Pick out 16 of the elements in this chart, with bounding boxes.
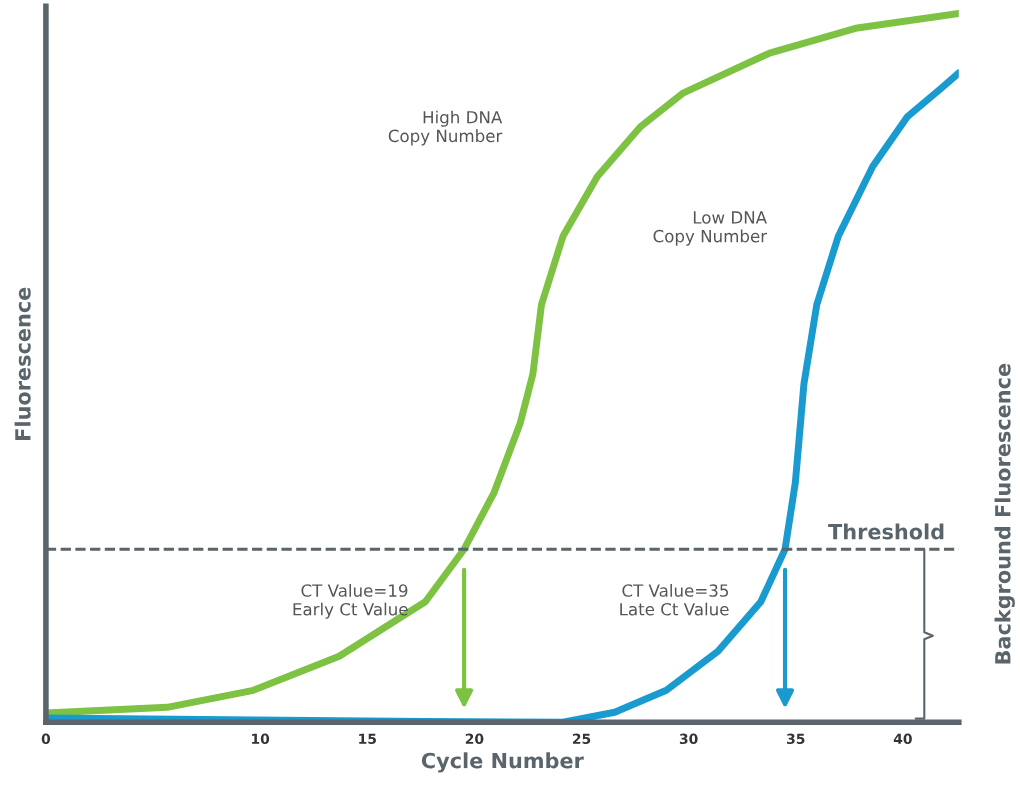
- annotation: CT Value=19 Early Ct Value: [293, 583, 408, 619]
- text: Background Fluorescence: [994, 363, 1015, 664]
- annotation: Low DNA Copy Number: [653, 211, 768, 246]
- x-tick-label: 10: [252, 733, 270, 745]
- x-tick-label: 40: [893, 733, 912, 745]
- annotation: High DNA Copy Number: [388, 110, 503, 146]
- x-tick-label: 15: [359, 733, 376, 745]
- x-tick-label: 20: [465, 733, 484, 745]
- x-tick-label: 25: [572, 733, 591, 745]
- y-axis-title: Fluorescence: [14, 287, 31, 440]
- x-tick-label: 0: [41, 733, 51, 745]
- x-tick-label: 35: [787, 733, 805, 745]
- annotation: CT Value=35 Late Ct Value: [620, 583, 729, 616]
- ref-line-label: Threshold: [828, 523, 944, 540]
- x-tick-label: 30: [679, 733, 698, 745]
- x-axis-title: Cycle Number: [421, 752, 584, 773]
